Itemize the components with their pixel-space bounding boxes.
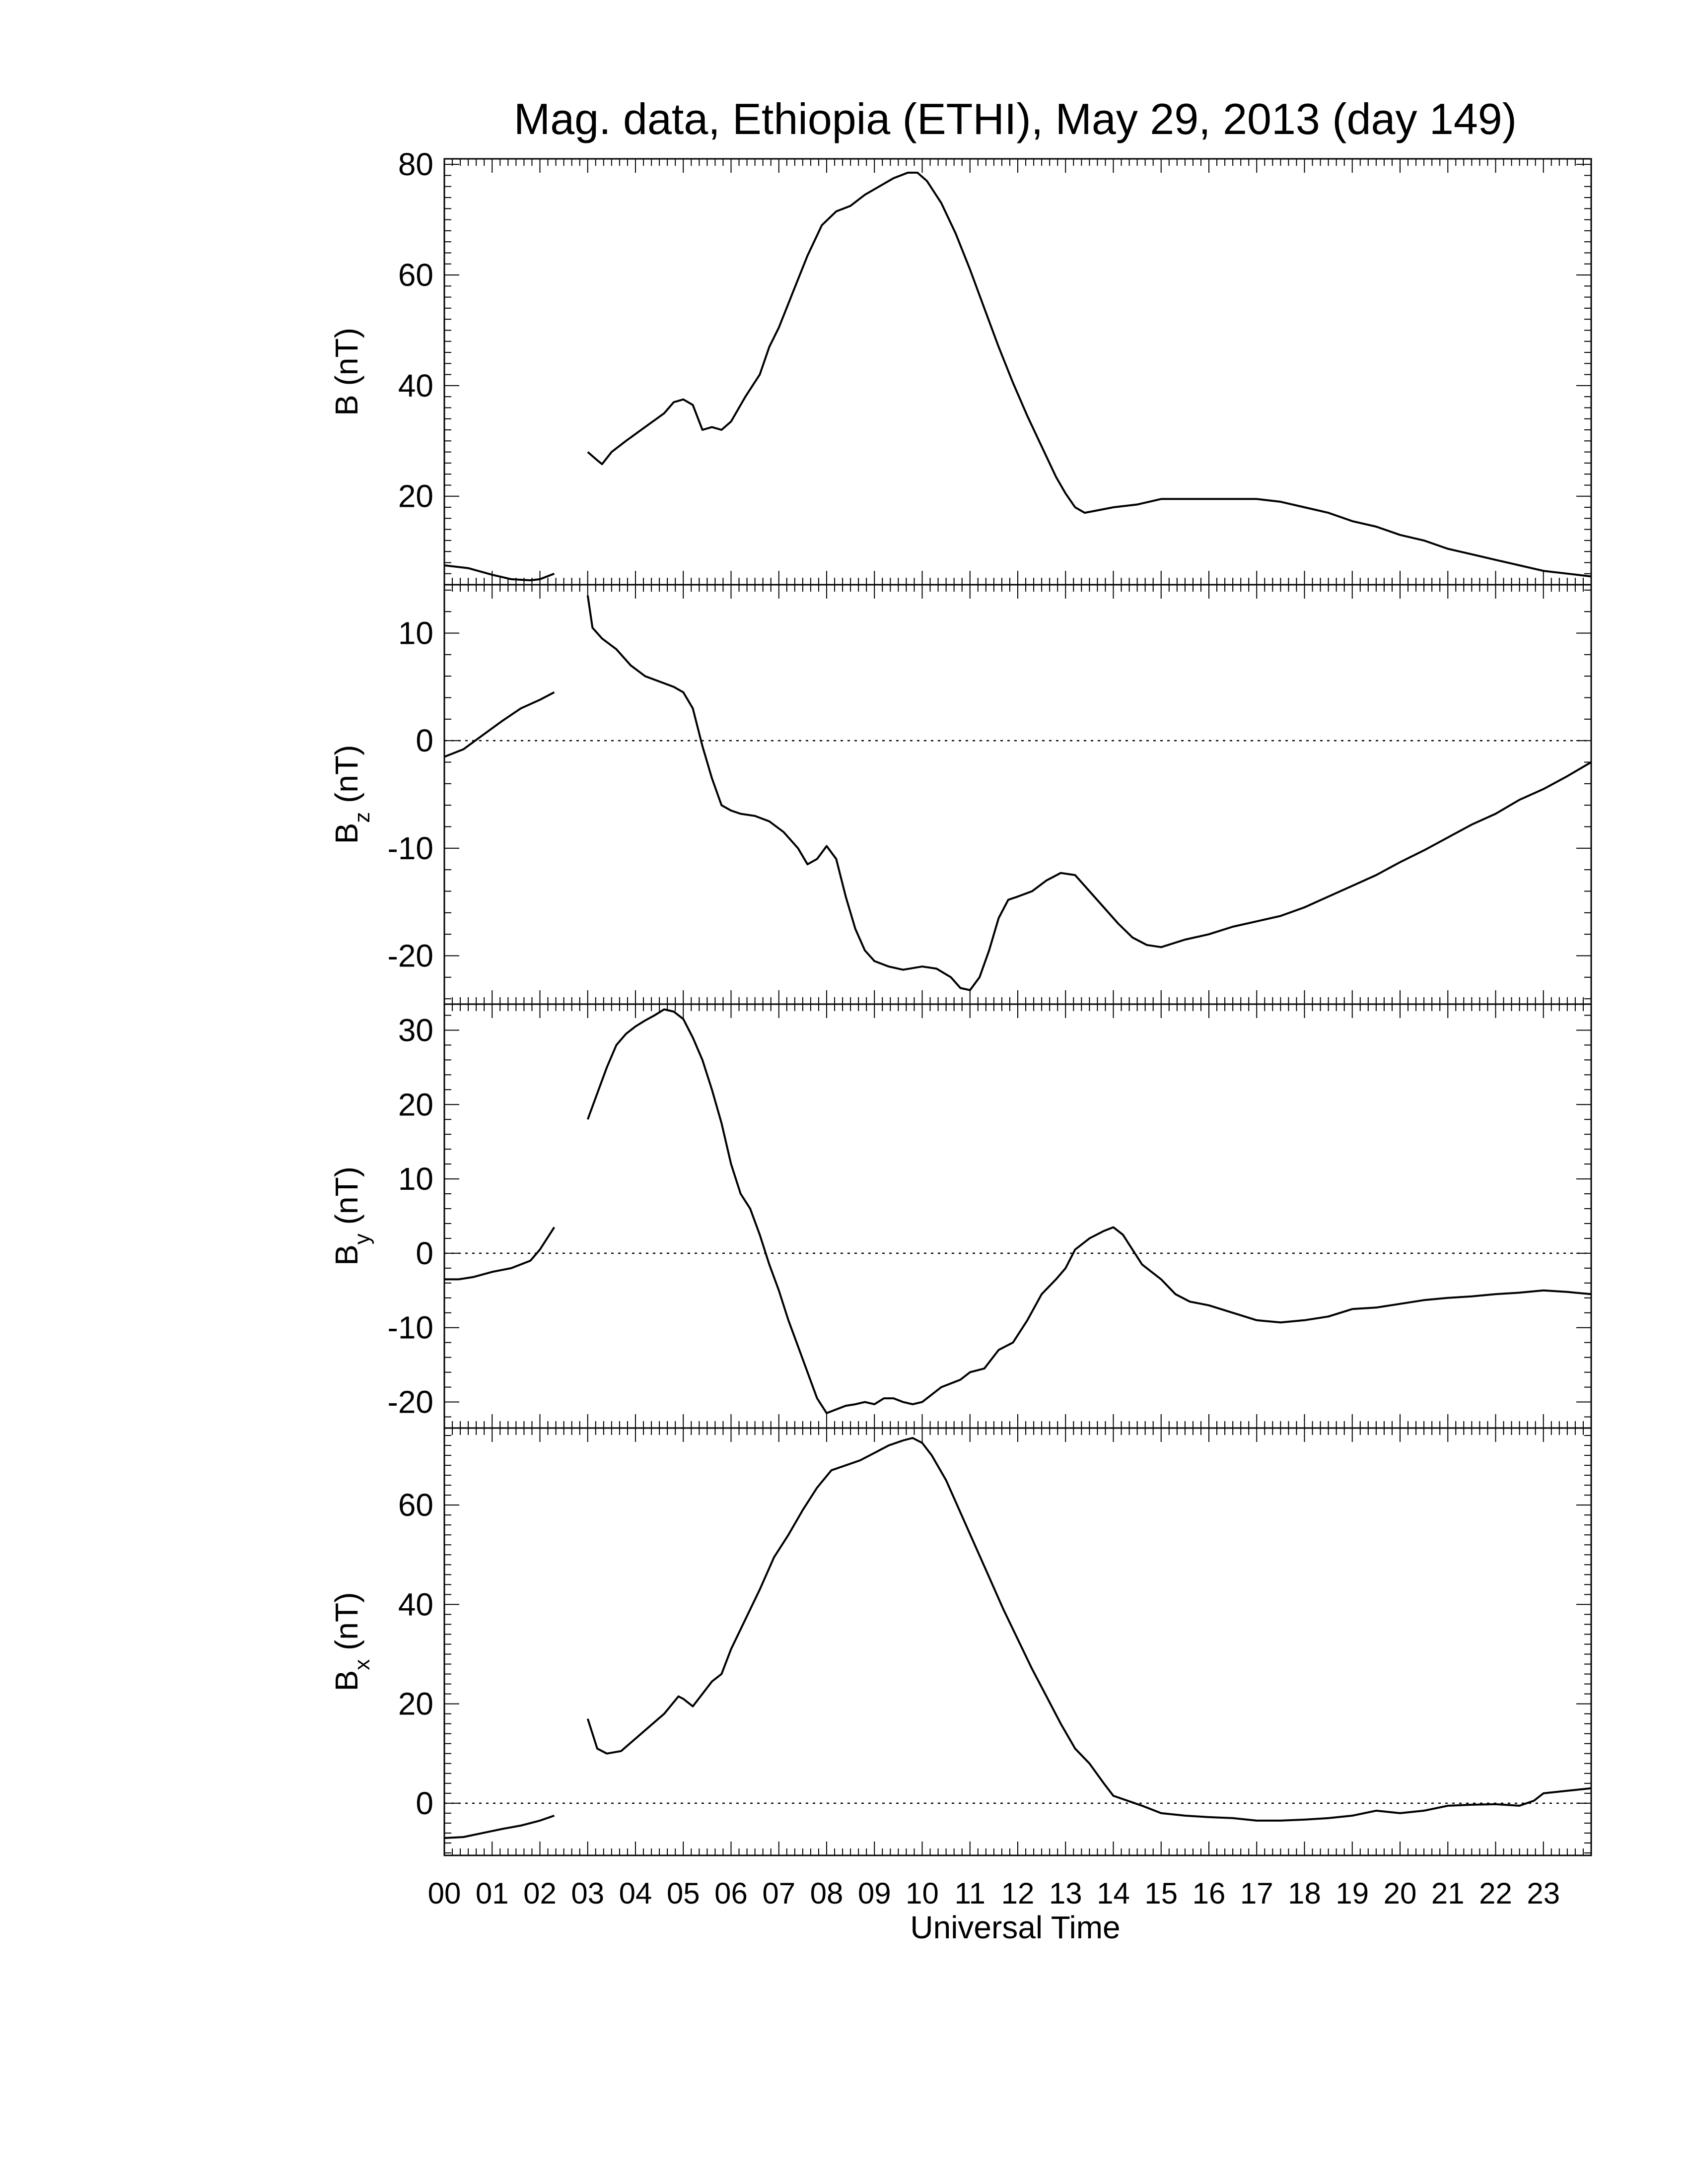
y-tick-label: 10: [398, 615, 433, 651]
plot-frame: [443, 1427, 1592, 1856]
series-line-2: [586, 595, 1592, 991]
y-tick-label: 60: [398, 257, 433, 293]
panel-4: 0 20 40 60 Bx (nT): [329, 1427, 1592, 1856]
plot-frame: [443, 158, 1592, 586]
series-line-1: [444, 691, 555, 758]
series-line-2: [587, 171, 1592, 578]
plot-frame: [443, 1003, 1592, 1429]
x-tick-label: 01: [476, 1877, 509, 1910]
x-tick-label: 09: [858, 1877, 891, 1910]
x-tick-label: 16: [1193, 1877, 1226, 1910]
x-tick-label: 00: [428, 1877, 461, 1910]
x-tick-label: 05: [667, 1877, 700, 1910]
y-tick-label: -20: [388, 938, 434, 974]
x-tick-label: 15: [1144, 1877, 1178, 1910]
x-tick-label: 11: [955, 1877, 985, 1910]
y-tick-label: 0: [416, 1235, 433, 1271]
y-axis-label: By (nT): [329, 1166, 374, 1266]
x-tick-label: 19: [1336, 1877, 1369, 1910]
y-tick-label: 80: [398, 146, 433, 182]
chart-panels: 20 40 60 80 B (nT) -20 -10 0 10 Bz (nT) -20 -10 0 10 2…: [329, 146, 1592, 1856]
y-tick-label: -10: [388, 1310, 434, 1346]
y-tick-label: 0: [416, 723, 433, 758]
y-tick-label: 30: [398, 1012, 433, 1048]
series-line-1: [444, 1815, 555, 1839]
chart-title: Mag. data, Ethiopia (ETHI), May 29, 2013…: [514, 94, 1517, 143]
x-tick-label: 07: [762, 1877, 795, 1910]
x-tick-label: 22: [1479, 1877, 1512, 1910]
y-tick-label: 0: [416, 1785, 433, 1821]
y-axis-label: Bz (nT): [329, 745, 374, 844]
y-axis-label: Bx (nT): [329, 1592, 374, 1692]
y-tick-label: 60: [398, 1487, 433, 1523]
x-axis-label: Universal Time: [910, 1910, 1120, 1945]
x-tick-label: 06: [714, 1877, 748, 1910]
y-tick-label: -10: [388, 830, 434, 866]
x-tick-label: 14: [1097, 1877, 1130, 1910]
panel-1: 20 40 60 80 B (nT): [329, 146, 1592, 586]
y-axis-label: B (nT): [329, 328, 364, 416]
x-tick-label: 08: [810, 1877, 844, 1910]
y-tick-label: 20: [398, 1686, 433, 1722]
panel-2: -20 -10 0 10 Bz (nT): [329, 584, 1592, 1005]
x-tick-label: 21: [1431, 1877, 1465, 1910]
x-axis: 00 01 02 03 04 05 06 07 08 09 10 11 12 13 14 15 16 17 18 19…: [428, 1877, 1560, 1910]
x-tick-label: 20: [1384, 1877, 1417, 1910]
series-line-1: [444, 564, 555, 582]
x-tick-label: 18: [1288, 1877, 1321, 1910]
plot-frame: [443, 584, 1592, 1005]
x-tick-label: 10: [906, 1877, 939, 1910]
panel-3: -20 -10 0 10 20 30 By (nT): [329, 1003, 1592, 1429]
x-tick-label: 02: [523, 1877, 557, 1910]
x-tick-label: 17: [1240, 1877, 1273, 1910]
x-tick-label: 04: [619, 1877, 652, 1910]
y-tick-label: -20: [388, 1384, 434, 1420]
x-tick-label: 13: [1049, 1877, 1082, 1910]
x-tick-label: 03: [571, 1877, 604, 1910]
series-line-2: [586, 1008, 1592, 1414]
series-line-1: [444, 1227, 556, 1281]
series-line-2: [586, 1437, 1592, 1822]
y-tick-label: 40: [398, 1586, 433, 1622]
y-tick-label: 20: [398, 1087, 433, 1122]
x-tick-label: 23: [1527, 1877, 1560, 1910]
y-tick-label: 40: [398, 368, 433, 404]
y-tick-label: 10: [398, 1161, 433, 1197]
x-tick-label: 12: [1001, 1877, 1035, 1910]
y-tick-label: 20: [398, 478, 433, 514]
